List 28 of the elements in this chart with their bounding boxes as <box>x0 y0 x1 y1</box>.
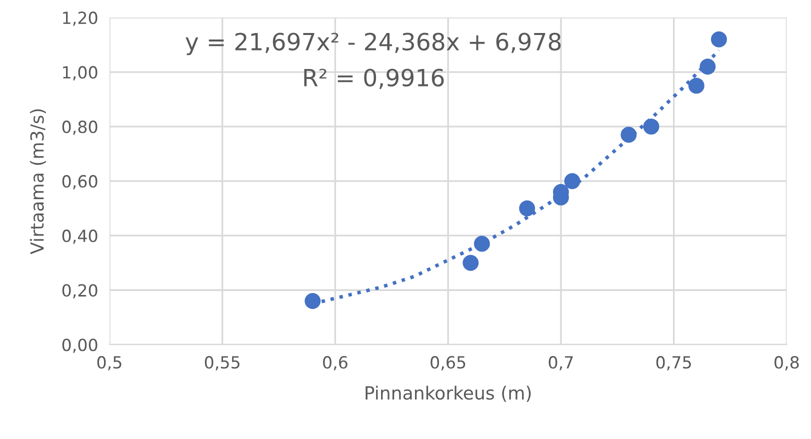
point <box>474 236 490 252</box>
x-tick-label: 0,65 <box>430 356 466 370</box>
annotation: y = 21,697x² - 24,368x + 6,978 <box>186 32 561 56</box>
point <box>564 173 580 190</box>
point <box>700 58 716 75</box>
point <box>643 118 660 135</box>
point <box>620 126 637 143</box>
point <box>688 78 704 94</box>
x-tick-label: 0,7 <box>548 356 573 370</box>
point <box>519 200 536 216</box>
annotation: R² = 0,9916 <box>304 68 444 89</box>
y-tick-label: 0,20 <box>62 284 98 298</box>
y-tick-label: 1,20 <box>63 12 98 26</box>
y-tick-label: 0,80 <box>62 120 98 135</box>
point <box>304 293 321 309</box>
y-tick-label: 1,00 <box>63 66 98 80</box>
y-tick-label: 0,00 <box>62 338 98 353</box>
x-tick-label: 0,5 <box>97 356 122 370</box>
point <box>710 31 727 48</box>
x-tick-label: 0,6 <box>323 356 348 370</box>
y-axis-title: Virtaama (m3/s) <box>30 109 46 254</box>
x-tick-label: 0,55 <box>204 356 240 370</box>
y-tick-label: 0,60 <box>62 175 98 190</box>
x-tick-label: 0,8 <box>774 356 799 370</box>
x-axis-title: Pinnankorkeus (m) <box>366 386 531 402</box>
point <box>462 254 479 271</box>
y-tick-label: 0,40 <box>62 230 98 244</box>
x-tick-label: 0,75 <box>656 356 691 370</box>
